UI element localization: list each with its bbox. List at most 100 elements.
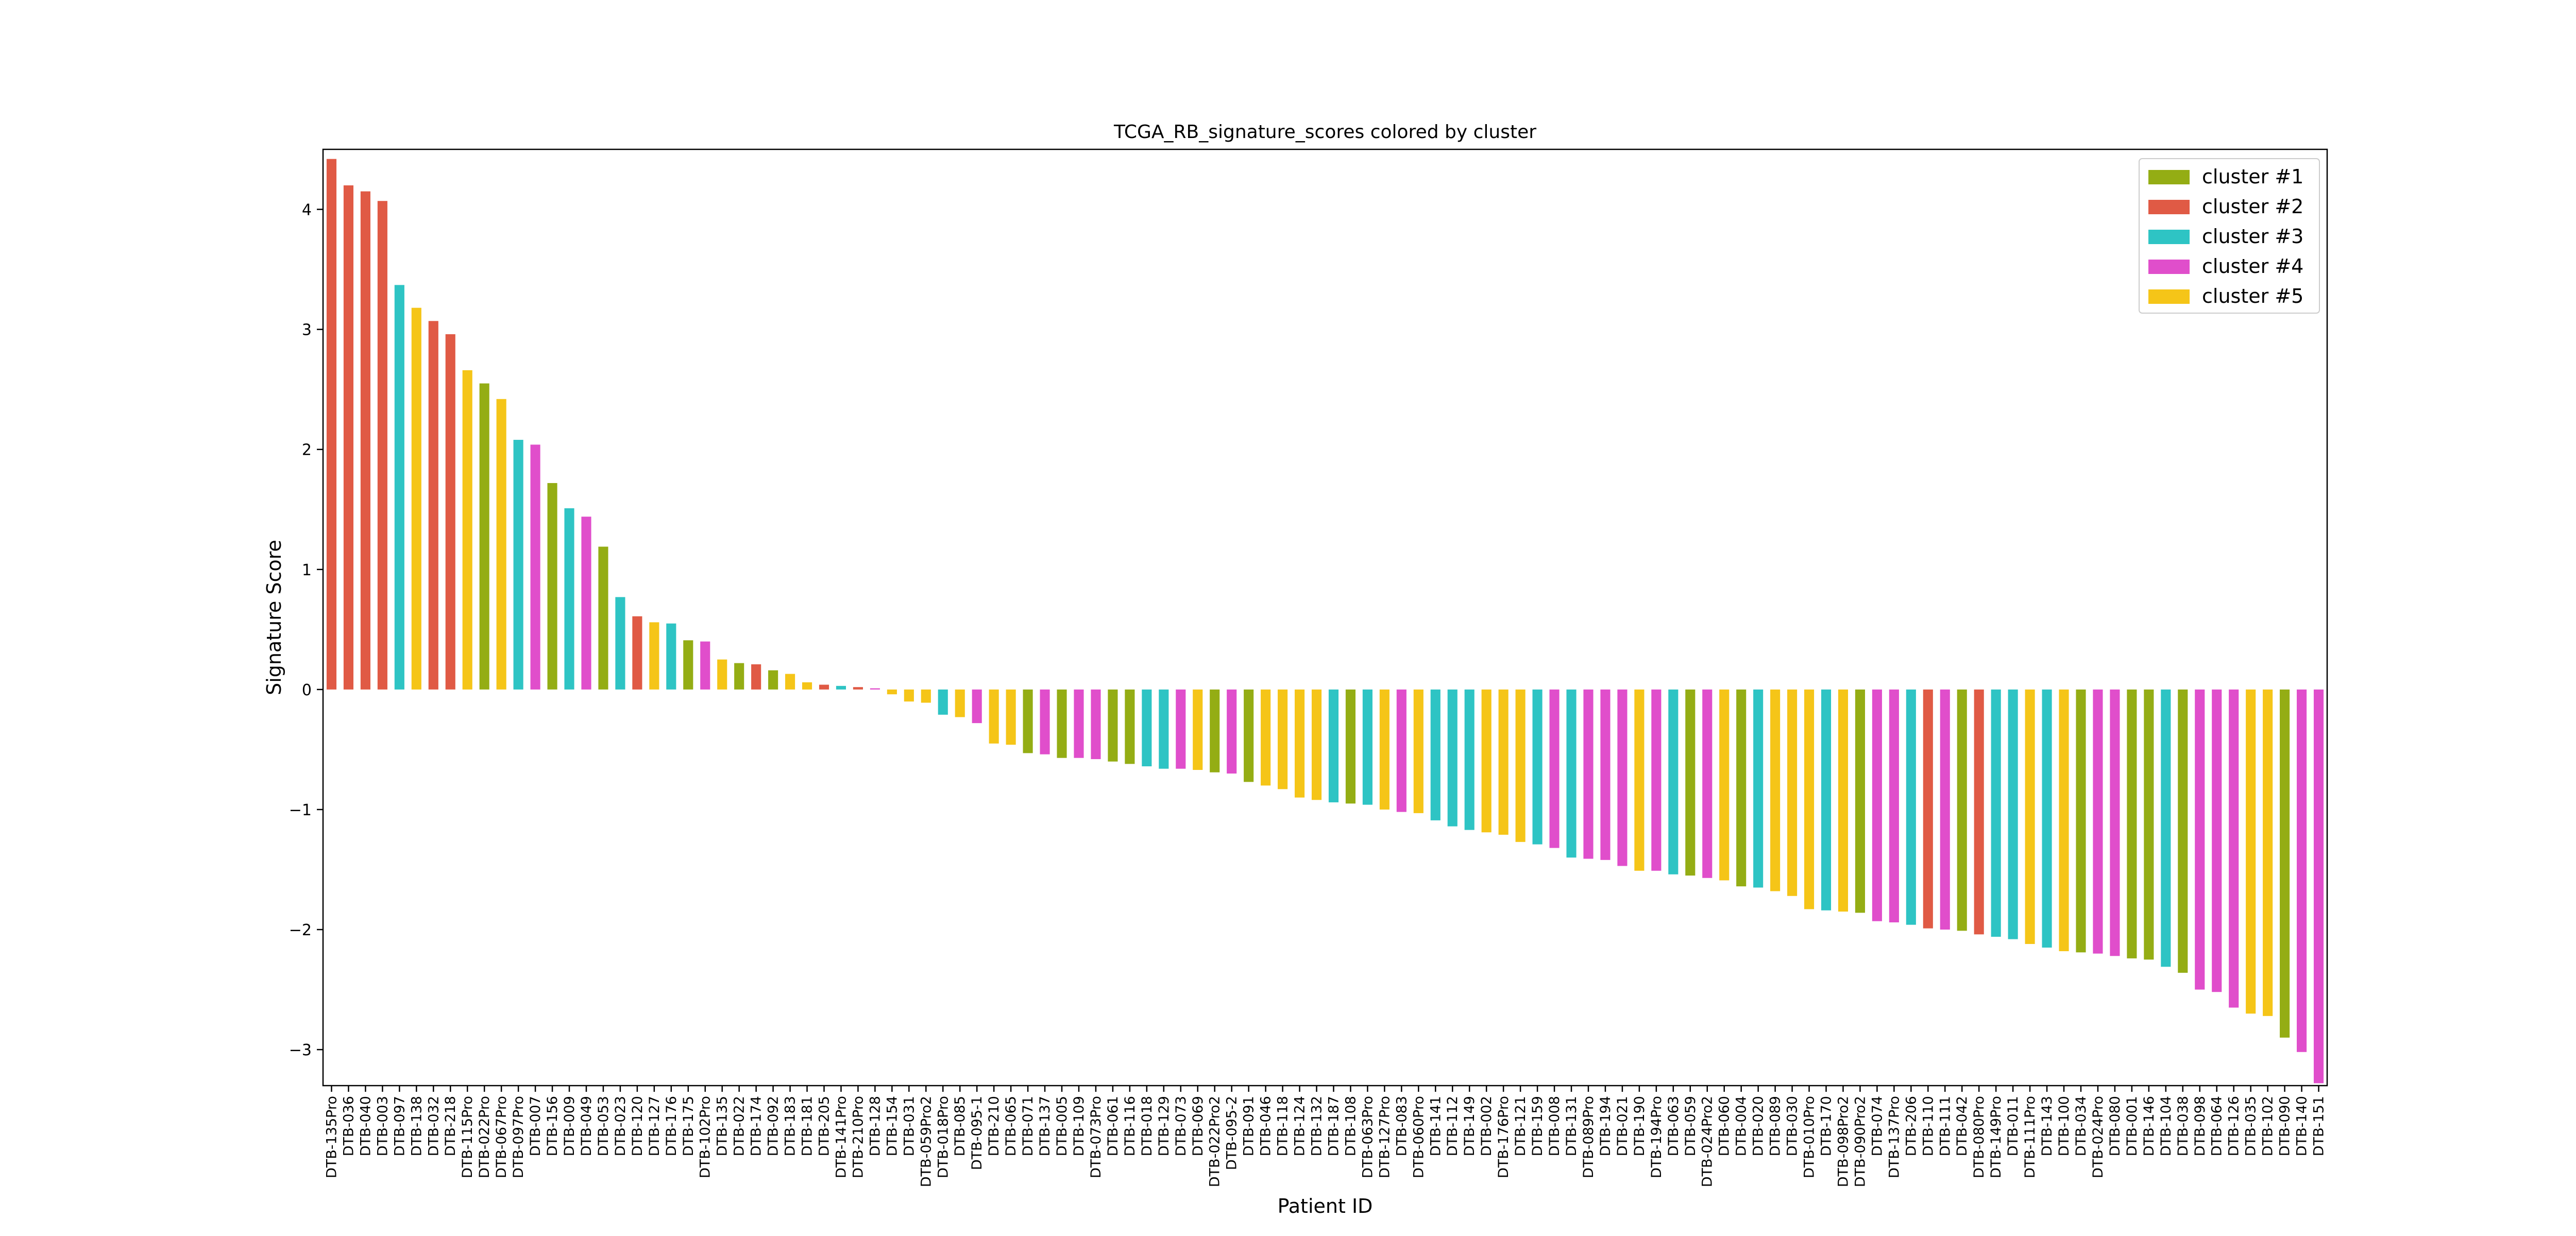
x-tick-label: DTB-091 [1241,1096,1257,1156]
plot-frame [322,148,2328,1087]
y-tick-label: −1 [289,801,312,819]
bar-DTB-073Pro [1091,689,1101,760]
x-tick-label: DTB-095-1 [969,1096,985,1170]
bar-DTB-194 [1600,689,1611,860]
x-tick-label: DTB-141Pro [833,1096,849,1178]
x-tick-label: DTB-042 [1954,1096,1970,1156]
bar-DTB-022Pro2 [1210,689,1220,772]
bar-DTB-098 [2195,689,2205,990]
legend-box [2139,158,2320,314]
bar-DTB-210 [989,689,999,744]
bar-DTB-089Pro [1583,689,1594,859]
bar-DTB-131 [1566,689,1577,858]
x-tick-label: DTB-008 [1547,1096,1563,1156]
bar-DTB-205 [819,684,829,690]
bar-DTB-187 [1328,689,1339,802]
x-tick-label: DTB-190 [1632,1096,1648,1156]
bar-DTB-011 [2008,689,2018,939]
x-tick-label: DTB-022Pro2 [1207,1096,1223,1187]
x-tick-label: DTB-129 [1156,1096,1172,1156]
x-axis-label: Patient ID [1278,1195,1373,1217]
x-tick-label: DTB-126 [2226,1096,2242,1156]
bar-DTB-059 [1685,689,1696,876]
x-tick-label: DTB-138 [409,1096,425,1156]
bar-DTB-020 [1753,689,1764,888]
x-tick-label: DTB-118 [1275,1096,1291,1156]
bar-DTB-069 [1193,689,1203,770]
x-tick-label: DTB-127Pro [1377,1096,1393,1178]
x-tick-label: DTB-049 [579,1096,595,1156]
bar-DTB-090 [2280,689,2290,1038]
x-tick-label: DTB-175 [681,1096,697,1156]
x-tick-label: DTB-132 [1309,1096,1325,1156]
bar-DTB-002 [1481,689,1492,833]
bar-DTB-111 [1940,689,1950,930]
x-tick-label: DTB-097Pro [511,1096,527,1178]
bar-DTB-138 [411,307,421,690]
x-tick-label: DTB-083 [1394,1096,1410,1156]
x-tick-label: DTB-170 [1819,1096,1835,1156]
bar-DTB-127 [649,622,659,690]
x-tick-label: DTB-011 [2005,1096,2021,1156]
bar-DTB-110 [1923,689,1933,929]
bar-DTB-091 [1244,689,1254,782]
x-tick-label: DTB-009 [562,1096,578,1156]
bar-DTB-141 [1430,689,1440,820]
bar-DTB-102 [2263,689,2273,1016]
bar-DTB-064 [2212,689,2222,992]
legend-label: cluster #5 [2202,285,2303,307]
bar-DTB-149 [1464,689,1475,830]
x-tick-label: DTB-089 [1768,1096,1784,1156]
x-tick-label: DTB-064 [2209,1096,2225,1156]
bar-DTB-116 [1125,689,1135,764]
y-tick-label: 3 [302,321,312,339]
bar-DTB-080 [2110,689,2120,956]
bar-DTB-140 [2296,689,2307,1052]
x-tick-label: DTB-022 [732,1096,748,1156]
x-tick-label: DTB-060Pro [1411,1096,1427,1178]
x-tick-label: DTB-063Pro [1360,1096,1376,1178]
x-tick-label: DTB-074 [1869,1096,1885,1156]
x-tick-label: DTB-218 [443,1096,459,1156]
bar-DTB-149Pro [1991,689,2001,937]
x-tick-label: DTB-137 [1037,1096,1053,1156]
x-tick-label: DTB-210Pro [850,1096,866,1178]
bar-DTB-097Pro [513,440,523,690]
x-tick-label: DTB-003 [375,1096,391,1156]
bar-DTB-218 [445,334,455,690]
bar-DTB-001 [2127,689,2137,958]
bar-DTB-102Pro [700,641,710,690]
x-tick-label: DTB-040 [358,1096,374,1156]
x-tick-label: DTB-004 [1734,1096,1750,1156]
bar-DTB-042 [1957,689,1967,931]
bar-DTB-190 [1634,689,1645,871]
x-tick-label: DTB-021 [1615,1096,1631,1156]
bar-DTB-090Pro2 [1855,689,1865,913]
bar-DTB-175 [683,640,693,690]
x-tick-label: DTB-007 [528,1096,544,1156]
bar-DTB-126 [2229,689,2239,1008]
legend-swatch [2148,200,2190,214]
bar-DTB-095-1 [972,689,982,724]
x-tick-label: DTB-181 [800,1096,816,1156]
x-tick-label: DTB-018Pro [935,1096,951,1178]
bar-DTB-095-2 [1227,689,1237,774]
bar-DTB-008 [1549,689,1560,848]
y-tick-label: 4 [302,201,312,219]
bar-DTB-009 [564,508,574,690]
bar-DTB-063 [1668,689,1679,874]
y-axis-label: Signature Score [263,540,285,695]
bar-DTB-085 [955,689,965,717]
bar-DTB-024Pro2 [1702,689,1713,878]
y-tick-label: −3 [289,1041,312,1059]
x-axis: DTB-135Pro DTB-036 DTB-040 DTB-003 DTB-097 DT… [324,1086,2327,1187]
legend-label: cluster #1 [2202,165,2303,188]
x-tick-label: DTB-022Pro [477,1096,493,1178]
bar-DTB-007 [530,444,540,690]
bar-DTB-111Pro [2025,689,2035,944]
bar-DTB-156 [547,483,557,690]
bar-DTB-018 [1142,689,1152,767]
bar-DTB-021 [1617,689,1628,866]
bar-DTB-141Pro [836,685,846,690]
x-tick-label: DTB-061 [1105,1096,1121,1156]
